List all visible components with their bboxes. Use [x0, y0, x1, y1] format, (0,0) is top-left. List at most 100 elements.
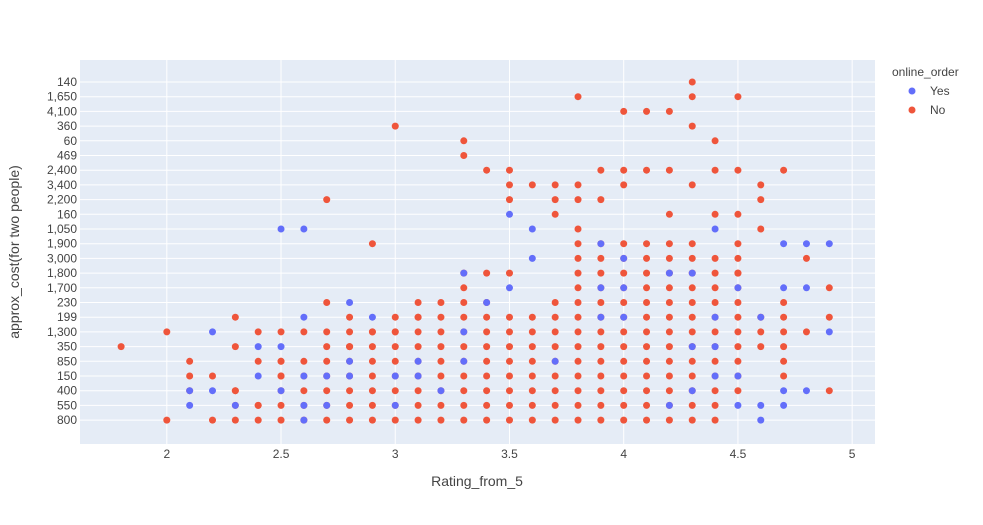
data-point-no[interactable]: [346, 387, 354, 395]
data-point-no[interactable]: [528, 328, 536, 336]
legend-item-yes[interactable]: Yes: [908, 84, 950, 98]
data-point-yes[interactable]: [323, 372, 331, 380]
data-point-no[interactable]: [597, 269, 605, 277]
data-point-no[interactable]: [620, 372, 628, 380]
data-point-no[interactable]: [277, 372, 285, 380]
data-point-no[interactable]: [300, 328, 308, 336]
data-point-no[interactable]: [323, 416, 331, 424]
data-point-no[interactable]: [505, 328, 513, 336]
data-point-no[interactable]: [323, 343, 331, 351]
data-point-no[interactable]: [780, 357, 788, 365]
data-point-no[interactable]: [460, 416, 468, 424]
data-point-no[interactable]: [688, 299, 696, 306]
data-point-no[interactable]: [574, 240, 582, 248]
data-point-no[interactable]: [643, 387, 651, 395]
data-point-yes[interactable]: [780, 284, 788, 292]
data-point-no[interactable]: [574, 416, 582, 424]
data-point-no[interactable]: [117, 343, 125, 351]
data-point-yes[interactable]: [186, 387, 194, 395]
data-point-yes[interactable]: [277, 343, 285, 351]
data-point-no[interactable]: [665, 299, 673, 306]
data-point-no[interactable]: [757, 343, 765, 351]
data-point-no[interactable]: [802, 254, 810, 262]
data-point-no[interactable]: [323, 328, 331, 336]
data-point-yes[interactable]: [757, 401, 765, 409]
data-point-no[interactable]: [574, 299, 582, 306]
data-point-no[interactable]: [711, 166, 719, 174]
data-point-no[interactable]: [368, 343, 376, 351]
data-point-yes[interactable]: [186, 401, 194, 409]
data-point-no[interactable]: [254, 328, 262, 336]
data-point-no[interactable]: [734, 210, 742, 218]
data-point-no[interactable]: [574, 284, 582, 292]
data-point-no[interactable]: [505, 196, 513, 204]
data-point-no[interactable]: [825, 313, 833, 321]
data-point-no[interactable]: [688, 78, 696, 86]
data-point-no[interactable]: [734, 269, 742, 277]
data-point-no[interactable]: [574, 93, 582, 101]
data-point-yes[interactable]: [620, 254, 628, 262]
data-point-no[interactable]: [437, 343, 445, 351]
data-point-yes[interactable]: [597, 313, 605, 321]
data-point-no[interactable]: [368, 372, 376, 380]
data-point-no[interactable]: [665, 284, 673, 292]
data-point-no[interactable]: [505, 387, 513, 395]
data-point-no[interactable]: [597, 196, 605, 204]
data-point-yes[interactable]: [277, 387, 285, 395]
data-point-yes[interactable]: [437, 387, 445, 395]
data-point-no[interactable]: [734, 328, 742, 336]
data-point-no[interactable]: [209, 416, 216, 424]
data-point-no[interactable]: [505, 372, 513, 380]
data-point-no[interactable]: [437, 313, 445, 321]
data-point-no[interactable]: [528, 343, 536, 351]
data-point-no[interactable]: [780, 299, 788, 306]
data-point-no[interactable]: [665, 328, 673, 336]
data-point-no[interactable]: [620, 166, 628, 174]
data-point-no[interactable]: [574, 254, 582, 262]
data-point-no[interactable]: [665, 313, 673, 321]
data-point-no[interactable]: [734, 254, 742, 262]
data-point-no[interactable]: [483, 343, 491, 351]
data-point-no[interactable]: [574, 196, 582, 204]
data-point-yes[interactable]: [460, 328, 468, 336]
data-point-no[interactable]: [505, 416, 513, 424]
data-point-no[interactable]: [346, 328, 354, 336]
data-point-no[interactable]: [323, 387, 331, 395]
data-point-no[interactable]: [528, 313, 536, 321]
data-point-no[interactable]: [597, 387, 605, 395]
data-point-no[interactable]: [528, 387, 536, 395]
data-point-no[interactable]: [231, 313, 239, 321]
data-point-no[interactable]: [254, 357, 262, 365]
data-point-no[interactable]: [551, 299, 559, 306]
data-point-yes[interactable]: [825, 240, 833, 248]
data-point-no[interactable]: [277, 328, 285, 336]
data-point-yes[interactable]: [391, 372, 399, 380]
data-point-no[interactable]: [437, 372, 445, 380]
data-point-no[interactable]: [346, 313, 354, 321]
data-point-no[interactable]: [231, 387, 239, 395]
data-point-no[interactable]: [460, 387, 468, 395]
data-point-no[interactable]: [825, 387, 833, 395]
data-point-no[interactable]: [483, 357, 491, 365]
data-point-no[interactable]: [620, 416, 628, 424]
data-point-no[interactable]: [505, 401, 513, 409]
data-point-no[interactable]: [757, 181, 765, 189]
data-point-no[interactable]: [231, 416, 239, 424]
data-point-no[interactable]: [597, 328, 605, 336]
data-point-no[interactable]: [414, 328, 422, 336]
data-point-no[interactable]: [391, 357, 399, 365]
data-point-yes[interactable]: [620, 284, 628, 292]
data-point-no[interactable]: [391, 313, 399, 321]
data-point-no[interactable]: [620, 240, 628, 248]
data-point-no[interactable]: [368, 387, 376, 395]
data-point-no[interactable]: [483, 166, 491, 174]
data-point-no[interactable]: [643, 313, 651, 321]
data-point-yes[interactable]: [414, 372, 422, 380]
data-point-no[interactable]: [688, 93, 696, 101]
data-point-no[interactable]: [574, 313, 582, 321]
data-point-yes[interactable]: [346, 372, 354, 380]
data-point-yes[interactable]: [346, 357, 354, 365]
data-point-no[interactable]: [254, 416, 262, 424]
data-point-no[interactable]: [346, 416, 354, 424]
data-point-yes[interactable]: [665, 269, 673, 277]
